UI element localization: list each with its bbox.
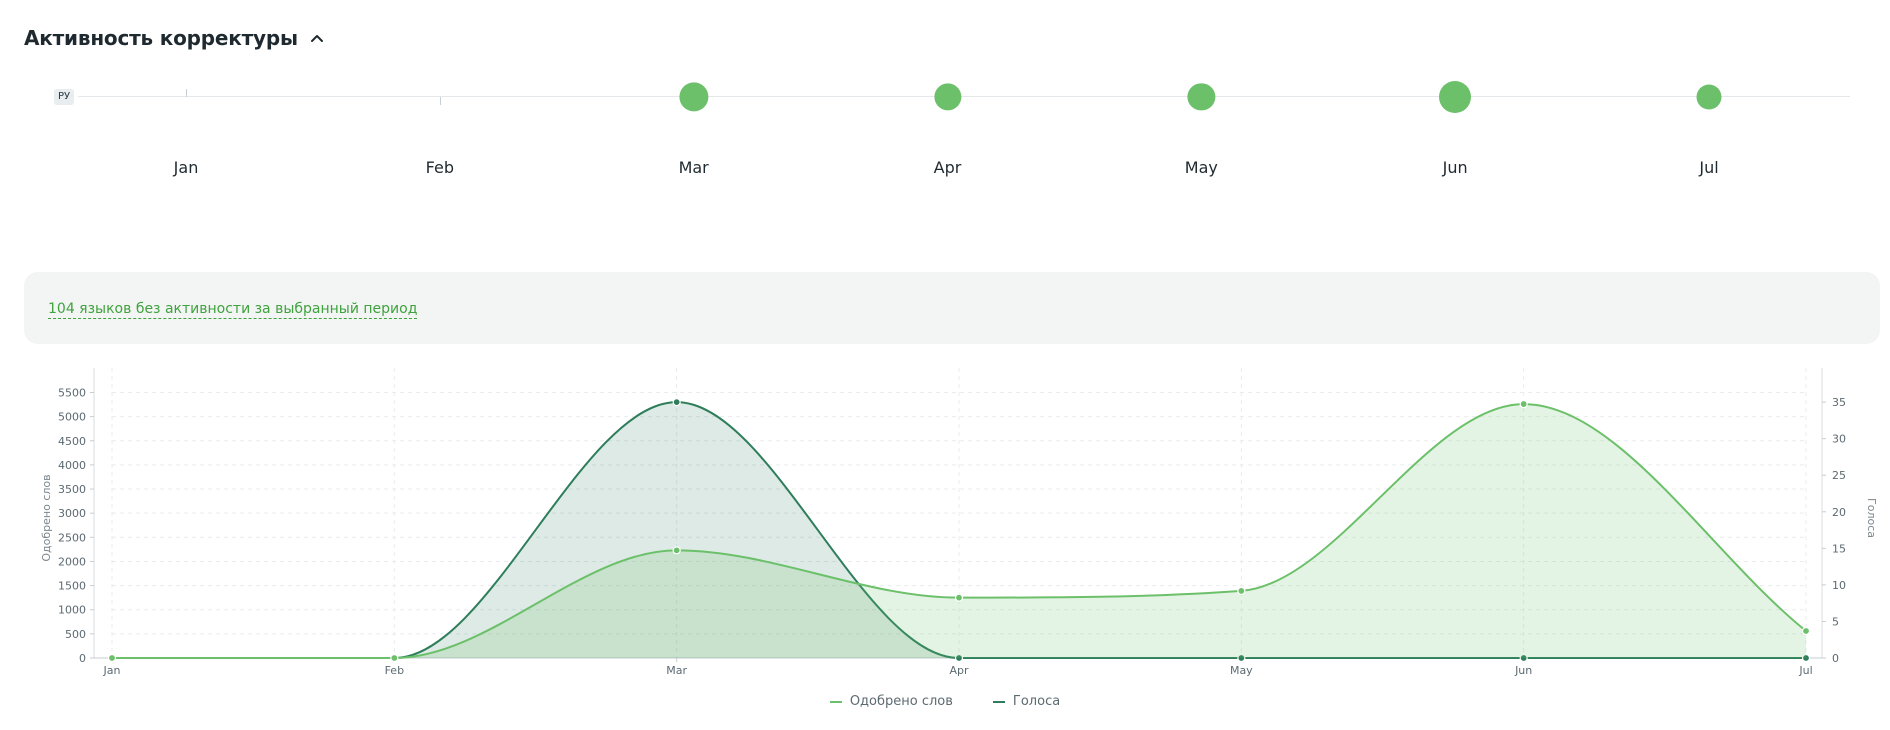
y-left-tick-label: 0 (79, 652, 86, 665)
legend-label: Одобрено слов (849, 694, 953, 709)
chevron-up-icon[interactable] (310, 31, 324, 45)
timeline-month-label: Jan (173, 158, 199, 177)
data-point[interactable] (672, 546, 681, 555)
y-right-tick-label: 20 (1832, 506, 1846, 519)
inactive-languages-notice: 104 языков без активности за выбранный п… (24, 272, 1880, 344)
x-tick-label: Feb (385, 664, 404, 677)
data-point[interactable] (1519, 399, 1528, 409)
timeline-empty-marker (439, 97, 441, 105)
y-right-tick-label: 0 (1832, 652, 1839, 665)
y-left-tick-label: 3500 (58, 483, 86, 496)
legend-swatch (829, 700, 842, 703)
y-right-tick-label: 25 (1832, 469, 1846, 482)
activity-timeline: РУ Jan Feb Mar Apr May Jun Jul (0, 70, 1890, 190)
y-left-tick-label: 5500 (58, 386, 86, 399)
y-left-tick-label: 4500 (58, 435, 86, 448)
series-area-approved-words (112, 404, 1806, 658)
language-code-badge: РУ (54, 89, 75, 105)
timeline-activity-dot[interactable] (1696, 84, 1722, 110)
y-left-tick-label: 3000 (58, 507, 86, 520)
timeline-activity-dot[interactable] (1187, 83, 1215, 111)
legend-swatch (992, 700, 1005, 703)
data-point[interactable] (1801, 626, 1811, 636)
x-tick-label: Jun (1514, 664, 1532, 677)
inactive-languages-link[interactable]: 104 языков без активности за выбранный п… (48, 301, 418, 319)
timeline-activity-dot[interactable] (933, 83, 962, 111)
activity-chart: 0 500 1000 1500 2000 2500 3000 3500 4000 4500 5000… (40, 368, 1878, 677)
x-tick-label: May (1230, 664, 1253, 677)
timeline-month-label: Jun (1442, 158, 1468, 177)
y-right-tick-label: 15 (1832, 542, 1846, 555)
timeline-month-label: Apr (933, 158, 962, 177)
data-point[interactable] (954, 593, 964, 602)
y-left-tick-label: 2000 (58, 555, 86, 568)
timeline-activity-dot[interactable] (1439, 81, 1472, 113)
x-tick-label: Jul (1798, 664, 1812, 677)
y-right-tick-label: 30 (1832, 433, 1846, 446)
timeline-month-label: Jul (1699, 158, 1719, 177)
y-left-tick-label: 1000 (58, 604, 86, 617)
y-right-tick-label: 35 (1832, 396, 1846, 409)
y-right-tick-label: 10 (1832, 579, 1846, 592)
chart-legend: Одобрено слов Голоса (0, 694, 1890, 709)
legend-item[interactable]: Голоса (992, 694, 1061, 709)
data-point[interactable] (954, 653, 964, 663)
y-axis-right-title: Голоса (1865, 498, 1878, 538)
y-left-tick-label: 4000 (58, 459, 86, 472)
x-tick-label: Mar (666, 664, 687, 677)
timeline-empty-marker (186, 89, 187, 97)
timeline-track (78, 96, 1850, 97)
y-axis-left-title: Одобрено слов (40, 474, 53, 561)
legend-item[interactable]: Одобрено слов (829, 694, 953, 709)
x-tick-label: Apr (949, 664, 969, 677)
x-tick-label: Jan (103, 664, 121, 677)
legend-label: Голоса (1012, 694, 1061, 709)
data-point[interactable] (390, 653, 399, 663)
timeline-activity-dot[interactable] (679, 82, 709, 112)
y-right-tick-label: 5 (1832, 615, 1839, 628)
y-left-tick-label: 1500 (58, 580, 86, 593)
timeline-month-label: May (1184, 158, 1218, 177)
data-point[interactable] (1519, 653, 1528, 663)
data-point[interactable] (672, 398, 681, 407)
series-area-votes (112, 402, 1806, 658)
data-point[interactable] (107, 653, 117, 663)
y-left-tick-label: 2500 (58, 531, 86, 544)
data-point[interactable] (1801, 653, 1811, 663)
y-left-tick-label: 500 (65, 628, 86, 641)
section-title: Активность корректуры (24, 26, 298, 50)
timeline-month-label: Feb (425, 158, 454, 177)
y-left-tick-label: 5000 (58, 411, 86, 424)
timeline-month-label: Mar (678, 158, 709, 177)
data-point[interactable] (1237, 653, 1246, 663)
data-point[interactable] (1237, 586, 1246, 595)
series-line-approved-words (111, 403, 1807, 659)
section-header: Активность корректуры (24, 26, 324, 50)
